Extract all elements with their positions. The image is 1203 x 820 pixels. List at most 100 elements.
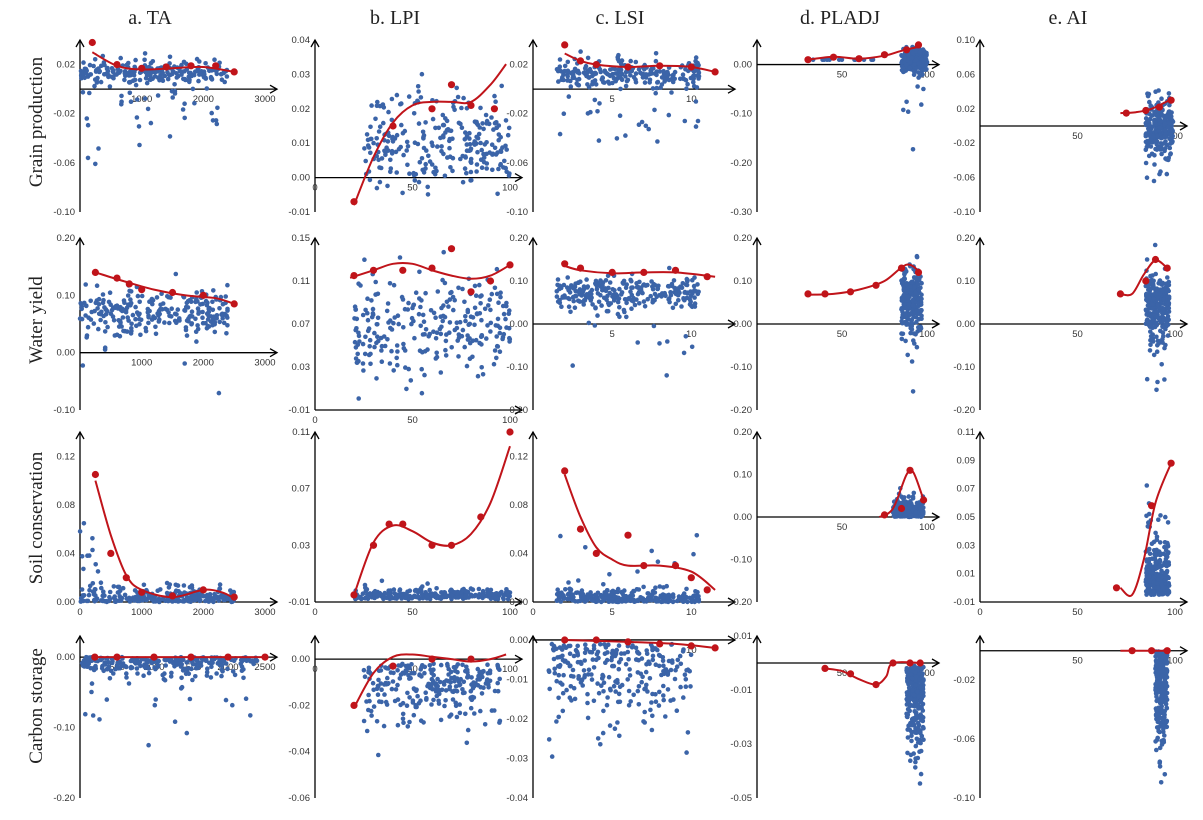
scatter-point <box>486 303 491 308</box>
scatter-point <box>1149 113 1154 119</box>
scatter-point <box>1148 342 1153 348</box>
scatter-point <box>660 658 666 663</box>
scatter-point <box>595 597 601 603</box>
scatter-point <box>646 126 651 132</box>
scatter-point <box>111 584 117 589</box>
scatter-point <box>93 300 99 306</box>
x-tick-label: 100 <box>502 607 518 618</box>
scatter-point <box>167 134 173 139</box>
scatter-point <box>434 354 440 360</box>
scatter-point <box>585 700 590 706</box>
scatter-point <box>1147 99 1152 105</box>
scatter-point <box>442 703 447 709</box>
x-tick-label: 100 <box>502 183 518 194</box>
scatter-point <box>680 281 686 286</box>
scatter-point <box>468 705 474 711</box>
scatter-point <box>115 660 120 665</box>
scatter-point <box>1146 153 1152 159</box>
scatter-point <box>162 657 167 663</box>
scatter-point <box>204 303 210 308</box>
scatter-point <box>435 289 441 294</box>
y-axis-arrow <box>975 236 985 246</box>
y-tick-label: 0.00 <box>734 60 753 71</box>
binned-mean-point <box>467 655 475 663</box>
binned-mean-point <box>369 266 378 274</box>
scatter-point <box>208 675 214 680</box>
scatter-point <box>644 682 649 688</box>
scatter-point <box>568 309 573 315</box>
scatter-point <box>1165 561 1170 567</box>
binned-mean-point <box>199 586 207 594</box>
binned-mean-point <box>168 592 177 600</box>
scatter-point <box>682 118 688 124</box>
scatter-point <box>438 331 444 337</box>
scatter-point <box>120 585 126 591</box>
scatter-point <box>902 500 907 506</box>
scatter-point <box>568 587 574 592</box>
scatter-point <box>452 327 458 333</box>
scatter-point <box>919 296 924 302</box>
x-tick-label: 50 <box>837 70 848 81</box>
scatter-point <box>592 323 598 328</box>
scatter-point <box>507 335 512 341</box>
scatter-point <box>419 156 425 161</box>
scatter-point <box>484 336 489 341</box>
scatter-point <box>107 594 112 600</box>
scatter-point <box>460 286 465 292</box>
scatter-point <box>440 112 446 118</box>
scatter-point <box>433 689 439 694</box>
scatter-point <box>361 368 366 373</box>
scatter-point <box>484 118 490 124</box>
scatter-point <box>1162 134 1168 139</box>
scatter-point <box>468 156 474 162</box>
scatter-point <box>692 295 697 300</box>
scatter-point <box>491 594 497 599</box>
scatter-point <box>149 296 155 302</box>
scatter-point <box>413 704 419 710</box>
scatter-point <box>436 701 442 706</box>
scatter-point <box>696 599 702 604</box>
scatter-point <box>479 147 485 153</box>
scatter-point <box>165 294 170 299</box>
scatter-point <box>148 77 153 83</box>
scatter-point <box>557 297 562 303</box>
scatter-point <box>182 361 187 366</box>
scatter-point <box>695 60 700 66</box>
y-tick-label: 0.00 <box>957 319 976 330</box>
binned-mean-point <box>486 277 495 285</box>
scatter-point <box>406 94 412 99</box>
y-tick-label: 0.03 <box>292 362 311 373</box>
scatter-point <box>434 168 439 174</box>
scatter-point <box>366 145 372 150</box>
scatter-point <box>423 290 428 296</box>
scatter-point <box>1163 342 1168 348</box>
scatter-point <box>653 598 658 604</box>
scatter-point <box>437 326 443 332</box>
scatter-point <box>405 724 411 729</box>
scatter-point <box>605 308 611 314</box>
binned-mean-point <box>107 549 115 558</box>
scatter-point <box>427 587 433 593</box>
scatter-point <box>590 302 595 307</box>
scatter-point <box>83 711 88 717</box>
scatter-point <box>444 299 450 305</box>
scatter-point <box>595 313 600 318</box>
scatter-point <box>421 720 426 725</box>
scatter-point <box>365 328 371 334</box>
scatter-point <box>221 320 227 326</box>
scatter-point <box>88 72 94 77</box>
scatter-point <box>562 68 567 74</box>
scatter-point <box>559 304 564 310</box>
scatter-point <box>376 157 381 163</box>
scatter-point <box>615 311 621 317</box>
scatter-point <box>649 700 654 705</box>
scatter-point <box>906 298 911 304</box>
y-axis-arrow <box>975 38 985 48</box>
scatter-point <box>916 61 922 66</box>
scatter-point <box>110 658 115 664</box>
scatter-point <box>470 354 475 360</box>
scatter-point <box>219 663 225 669</box>
scatter-point <box>409 670 414 676</box>
scatter-point <box>381 120 386 126</box>
